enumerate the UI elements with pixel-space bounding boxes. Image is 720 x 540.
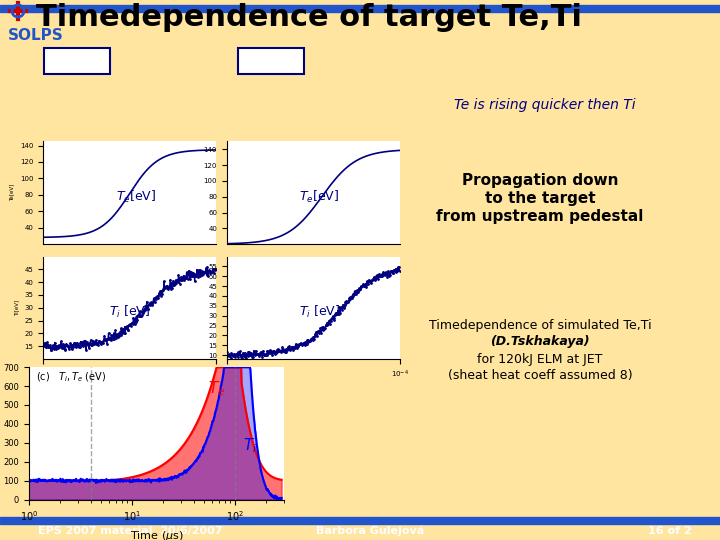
Text: to the target: to the target (485, 191, 595, 206)
Text: $T_i$ [eV]: $T_i$ [eV] (109, 304, 150, 320)
Text: Propagation down: Propagation down (462, 172, 618, 187)
Text: inner: inner (61, 55, 93, 68)
Text: Barbora Gulejová: Barbora Gulejová (316, 526, 424, 536)
Text: $T_e$: $T_e$ (208, 380, 226, 399)
Y-axis label: Te[eV]: Te[eV] (9, 184, 14, 201)
Text: $T_e$[eV]: $T_e$[eV] (116, 189, 156, 205)
Text: SOLPS: SOLPS (8, 29, 64, 44)
Text: Te is rising quicker then Ti: Te is rising quicker then Ti (454, 98, 636, 112)
Text: EPS 2007 material  20/6/2007: EPS 2007 material 20/6/2007 (37, 526, 222, 536)
Text: outer: outer (254, 55, 287, 68)
Text: from upstream pedestal: from upstream pedestal (436, 208, 644, 224)
Bar (0, 5, 720, 12)
X-axis label: Time ($\mu$s): Time ($\mu$s) (130, 529, 184, 540)
Text: for 120kJ ELM at JET: for 120kJ ELM at JET (477, 353, 603, 366)
Text: (D.Tskhakaya): (D.Tskhakaya) (490, 335, 590, 348)
Text: 16 of 2: 16 of 2 (648, 526, 692, 536)
Text: R.Pittts, IAEA,2006: R.Pittts, IAEA,2006 (148, 483, 282, 496)
Text: (c)   $T_i, T_e$ (eV): (c) $T_i, T_e$ (eV) (37, 370, 107, 384)
FancyBboxPatch shape (44, 48, 110, 74)
Text: (sheat heat coeff assumed 8): (sheat heat coeff assumed 8) (448, 369, 632, 382)
Text: Timedependence of simulated Te,Ti: Timedependence of simulated Te,Ti (428, 319, 652, 332)
Text: $T_e$[eV]: $T_e$[eV] (300, 189, 340, 205)
Bar (0, 517, 720, 524)
Text: $T_i$: $T_i$ (243, 436, 258, 455)
FancyBboxPatch shape (238, 48, 304, 74)
Y-axis label: Ti[eV]: Ti[eV] (14, 300, 19, 316)
Text: $T_i$ [eV]: $T_i$ [eV] (300, 304, 341, 320)
Text: Timedependence of target Te,Ti: Timedependence of target Te,Ti (36, 3, 582, 31)
